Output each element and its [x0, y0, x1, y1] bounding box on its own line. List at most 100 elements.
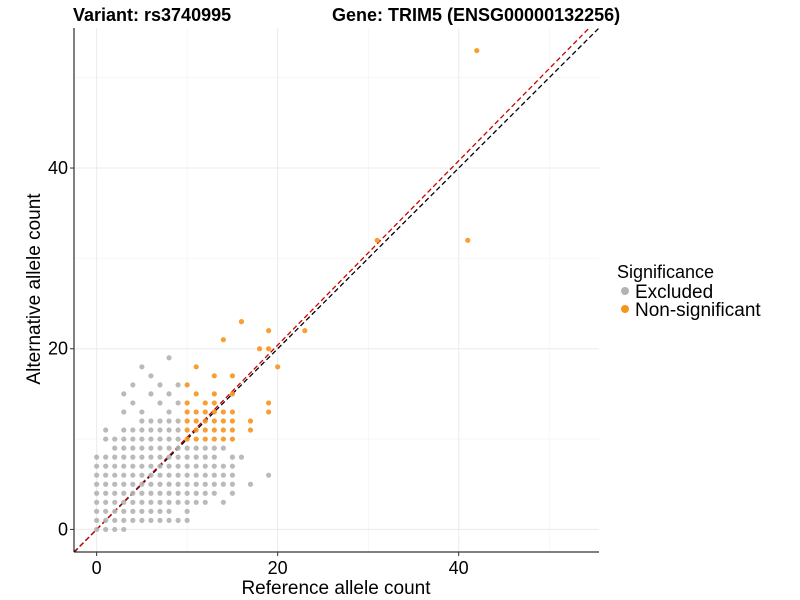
point-excluded — [148, 427, 154, 433]
point-excluded — [112, 526, 118, 533]
point-excluded — [175, 445, 181, 451]
point-excluded — [229, 463, 236, 469]
point-excluded — [157, 490, 163, 496]
point-excluded — [103, 526, 109, 533]
point-non-significant — [247, 427, 254, 433]
point-non-significant — [238, 319, 245, 325]
point-non-significant — [465, 237, 471, 243]
point-non-significant — [202, 400, 208, 406]
point-excluded — [121, 490, 127, 496]
point-non-significant — [220, 436, 226, 442]
point-excluded — [175, 382, 181, 388]
point-excluded — [94, 472, 100, 478]
point-excluded — [130, 499, 136, 505]
point-non-significant — [193, 364, 199, 370]
point-excluded — [184, 517, 190, 523]
point-excluded — [130, 481, 136, 487]
point-excluded — [121, 409, 127, 415]
point-excluded — [229, 481, 236, 487]
point-excluded — [166, 355, 172, 361]
point-excluded — [157, 418, 163, 424]
point-non-significant — [184, 382, 190, 388]
point-excluded — [175, 517, 181, 523]
point-excluded — [202, 454, 208, 460]
point-excluded — [94, 508, 100, 514]
point-excluded — [220, 499, 226, 505]
y-axis-label: Alternative allele count — [24, 193, 45, 385]
point-excluded — [175, 481, 181, 487]
point-excluded — [103, 463, 109, 469]
point-non-significant — [211, 391, 217, 397]
point-excluded — [175, 436, 181, 442]
point-non-significant — [193, 427, 199, 433]
point-excluded — [139, 418, 145, 424]
point-excluded — [121, 427, 127, 433]
point-excluded — [166, 445, 172, 451]
data-points — [94, 47, 480, 533]
point-non-significant — [302, 328, 308, 334]
point-non-significant — [220, 418, 226, 424]
point-excluded — [229, 454, 236, 460]
point-excluded — [112, 472, 118, 478]
point-excluded — [121, 445, 127, 451]
legend-key-non-significant — [621, 305, 629, 313]
point-excluded — [148, 418, 154, 424]
point-excluded — [148, 481, 154, 487]
point-excluded — [148, 436, 154, 442]
point-excluded — [103, 517, 109, 523]
point-non-significant — [184, 400, 190, 406]
point-excluded — [266, 472, 272, 478]
point-excluded — [130, 517, 136, 523]
y-tick-label: 40 — [48, 158, 68, 178]
point-excluded — [166, 517, 172, 523]
point-excluded — [157, 517, 163, 523]
point-excluded — [211, 472, 217, 478]
point-non-significant — [211, 418, 217, 424]
point-excluded — [166, 427, 172, 433]
point-excluded — [139, 409, 145, 415]
point-excluded — [202, 463, 208, 469]
point-excluded — [121, 481, 127, 487]
point-excluded — [139, 436, 145, 442]
point-excluded — [121, 526, 127, 533]
point-excluded — [184, 499, 190, 505]
point-excluded — [247, 481, 254, 487]
point-excluded — [112, 499, 118, 505]
point-excluded — [139, 472, 145, 478]
point-excluded — [193, 472, 199, 478]
point-excluded — [193, 445, 199, 451]
point-non-significant — [193, 436, 199, 442]
point-excluded — [166, 436, 172, 442]
point-non-significant — [229, 418, 236, 424]
point-excluded — [121, 391, 127, 397]
point-excluded — [157, 508, 163, 514]
point-excluded — [220, 472, 226, 478]
point-excluded — [103, 472, 109, 478]
point-excluded — [121, 436, 127, 442]
point-excluded — [157, 454, 163, 460]
point-excluded — [184, 445, 190, 451]
point-non-significant — [275, 364, 281, 370]
point-excluded — [112, 508, 118, 514]
point-excluded — [202, 481, 208, 487]
point-excluded — [166, 499, 172, 505]
point-excluded — [103, 508, 109, 514]
point-excluded — [139, 508, 145, 514]
grid-lines — [74, 28, 599, 552]
point-excluded — [148, 463, 154, 469]
point-excluded — [148, 508, 154, 514]
point-excluded — [139, 481, 145, 487]
x-tick-label: 40 — [449, 558, 469, 578]
point-non-significant — [474, 47, 480, 54]
point-excluded — [112, 517, 118, 523]
point-non-significant — [220, 337, 226, 343]
point-excluded — [193, 499, 199, 505]
point-excluded — [130, 400, 136, 406]
point-excluded — [148, 490, 154, 496]
point-excluded — [94, 481, 100, 487]
point-non-significant — [184, 418, 190, 424]
point-excluded — [202, 490, 208, 496]
point-excluded — [130, 436, 136, 442]
point-excluded — [112, 463, 118, 469]
legend-title: Significance — [617, 262, 714, 282]
